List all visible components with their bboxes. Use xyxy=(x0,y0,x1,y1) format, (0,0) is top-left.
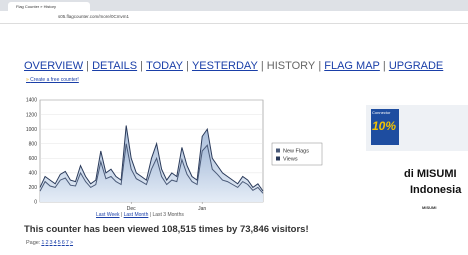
ad-badge: 10% xyxy=(372,119,396,133)
page-link[interactable]: 3 xyxy=(50,240,53,246)
nav: OVERVIEWDETAILSTODAYYESTERDAYHISTORYFLAG… xyxy=(24,60,443,72)
browser-tab[interactable]: Flag Counter » History xyxy=(8,2,90,11)
y-tick-label: 1000 xyxy=(26,127,37,133)
nav-link[interactable]: DETAILS xyxy=(92,60,146,72)
ad-banner[interactable]: Connector 10% xyxy=(366,105,468,151)
y-tick-label: 800 xyxy=(29,141,38,147)
legend-swatch xyxy=(276,149,280,153)
range-link[interactable]: Last Month xyxy=(124,212,153,218)
create-link[interactable]: Create a free counter! xyxy=(26,77,79,83)
legend: New Flags Views xyxy=(272,143,322,165)
page-link[interactable]: 2 xyxy=(45,240,48,246)
ad-logo: MISUMI xyxy=(422,205,436,210)
ad-region: Indonesia xyxy=(410,184,461,196)
address-bar[interactable]: s05.flagcounter.com/more/0Cmvm1 xyxy=(0,11,468,24)
page-label: Page: xyxy=(26,240,40,246)
page-link[interactable]: 7 xyxy=(66,240,69,246)
page-link[interactable]: > xyxy=(70,240,73,246)
range-link: Last 3 Months xyxy=(152,212,183,218)
nav-link[interactable]: OVERVIEW xyxy=(24,60,92,72)
y-tick-label: 1200 xyxy=(26,112,37,118)
ad-connector: Connector xyxy=(372,110,390,115)
nav-link[interactable]: HISTORY xyxy=(267,60,324,72)
page-link[interactable]: 1 xyxy=(41,240,44,246)
range-links: Last WeekLast MonthLast 3 Months xyxy=(96,212,184,218)
legend-swatch xyxy=(276,157,280,161)
y-tick-label: 600 xyxy=(29,156,38,162)
nav-link[interactable]: YESTERDAY xyxy=(192,60,267,72)
y-tick-label: 1400 xyxy=(26,98,37,104)
tab-bar: Flag Counter » History xyxy=(0,0,468,11)
summary: This counter has been viewed 108,515 tim… xyxy=(24,224,309,235)
pagination: Page:1234567> xyxy=(26,240,73,246)
url[interactable]: s05.flagcounter.com/more/0Cmvm1 xyxy=(58,14,129,19)
nav-link[interactable]: UPGRADE xyxy=(389,60,443,72)
nav-link[interactable]: FLAG MAP xyxy=(324,60,389,72)
range-link[interactable]: Last Week xyxy=(96,212,124,218)
page-link[interactable]: 4 xyxy=(54,240,57,246)
y-tick-label: 0 xyxy=(34,200,37,206)
x-tick-label: Jan xyxy=(198,206,206,212)
page: Flag Counter » History s05.flagcounter.c… xyxy=(0,0,468,255)
y-tick-label: 400 xyxy=(29,171,38,177)
ad-brand[interactable]: di MISUMI xyxy=(404,168,457,180)
legend-label: Views xyxy=(283,157,298,163)
page-link[interactable]: 5 xyxy=(58,240,61,246)
nav-link[interactable]: TODAY xyxy=(146,60,192,72)
page-link[interactable]: 6 xyxy=(62,240,65,246)
y-tick-label: 200 xyxy=(29,185,38,191)
legend-label: New Flags xyxy=(283,149,309,155)
